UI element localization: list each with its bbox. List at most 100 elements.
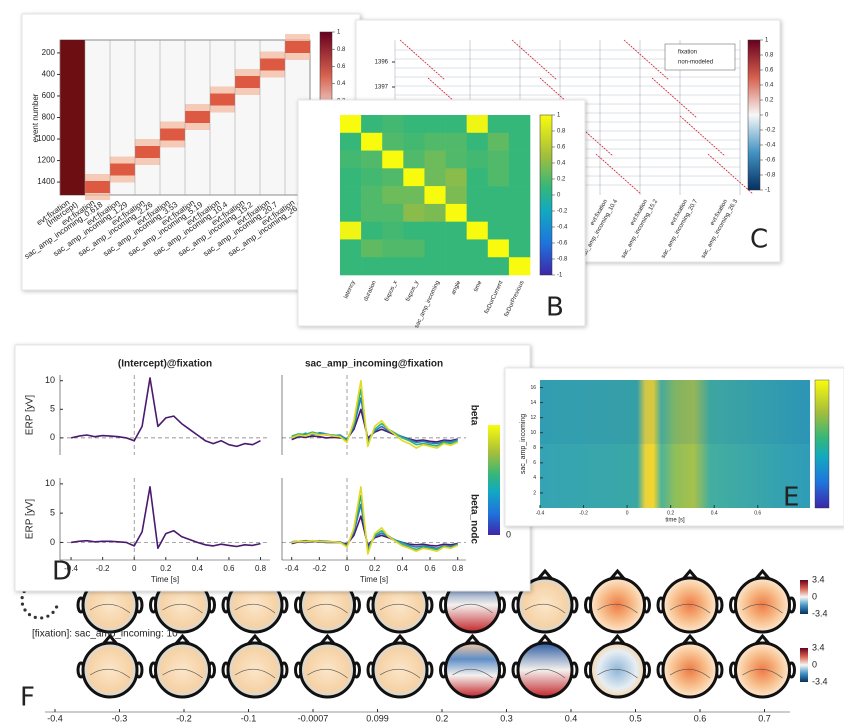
icon-dot (20, 602, 25, 606)
topoplot (226, 641, 284, 699)
colorbar-tick-label: -0.2 (765, 128, 776, 134)
panel-letter: C (750, 225, 768, 255)
matrix-cell (382, 115, 404, 134)
colorbar-tick-label: 0.6 (765, 68, 774, 74)
x-tick-label: 0 (132, 564, 137, 573)
panel-letter: F (20, 683, 35, 713)
topoplot (589, 576, 646, 634)
matrix-cell (361, 257, 383, 276)
matrix-cell (508, 239, 531, 258)
colorbar-tick-label: -3.4 (812, 676, 828, 686)
design-diagonal (539, 77, 586, 119)
topoplot (154, 641, 211, 699)
contour (234, 603, 276, 614)
design-diagonal (511, 39, 558, 81)
design-diagonal (399, 39, 446, 81)
matrix-cell (340, 203, 362, 222)
matrix-cell (361, 115, 383, 134)
colorbar-tick-label: 0.2 (557, 177, 566, 183)
legend-label: non-modeled (678, 60, 713, 66)
matrix-cell (508, 132, 531, 151)
time-tick-label: -0.0007 (298, 713, 329, 723)
icon-dot (40, 616, 44, 620)
time-tick-label: -0.4 (47, 713, 63, 723)
panel-letter: D (52, 557, 72, 587)
matrix-cell (487, 239, 510, 258)
y-tick-label: 10 (45, 375, 55, 385)
contour (452, 668, 493, 679)
matrix-cell (508, 203, 531, 222)
contour (89, 603, 131, 614)
matrix-cell (382, 186, 404, 205)
icon-dot (27, 613, 32, 617)
time-tick-label: 0.099 (366, 713, 389, 723)
colorbar-tick-label: 0 (557, 193, 561, 199)
matrix-cell (361, 203, 383, 222)
x-axis-label: Time [s] (151, 575, 179, 584)
x-tick-label: 0.2 (160, 564, 172, 573)
matrix-cell (466, 221, 489, 240)
time-tick-label: -0.2 (176, 713, 192, 723)
colorbar-tick-label: 0.4 (765, 83, 774, 89)
x-tick-label: 0.6 (424, 564, 436, 573)
colorbar-tick-label: 0.8 (557, 129, 566, 135)
contour (597, 603, 638, 614)
y-tick-label: 1397 (375, 85, 389, 91)
matrix-cell (445, 221, 467, 240)
design-diagonal (427, 77, 474, 119)
colorbar (539, 114, 553, 276)
colorbar-tick-label: -0.8 (765, 173, 776, 179)
y-tick-label: 16 (530, 385, 536, 391)
matrix-cell (403, 221, 425, 240)
time-tick-label: 0.3 (500, 713, 513, 723)
icon-dot (20, 596, 24, 600)
time-tick-label: -0.3 (112, 713, 128, 723)
topoplot (444, 641, 501, 699)
subplot-title: (Intercept)@fixation (118, 359, 212, 370)
icon-dot (51, 610, 55, 614)
colorbar (488, 425, 500, 535)
colorbar-tick-label: -0.8 (557, 257, 568, 263)
colorbar-tick-label: -1 (557, 273, 563, 279)
y-tick-label: 14 (530, 400, 536, 406)
matrix-cell (403, 115, 425, 134)
matrix-cell (340, 132, 362, 151)
colorbar-tick-label: 0 (812, 659, 817, 669)
x-tick-label: 0.4 (397, 564, 409, 573)
y-tick-label: 12 (530, 415, 536, 421)
y-tick-label: 400 (42, 70, 56, 79)
matrix-cell (487, 115, 510, 134)
matrix-cell (508, 150, 531, 169)
topoplot (516, 641, 574, 699)
y-tick-label: 1200 (37, 156, 55, 165)
panel-letter: B (546, 293, 564, 323)
erp-line (70, 377, 261, 448)
contour (742, 668, 783, 679)
x-tick-label: 0.4 (192, 564, 204, 573)
matrix-cell (361, 168, 383, 187)
heatmap-band (260, 58, 285, 71)
panel-d (14, 344, 531, 592)
matrix-cell (361, 150, 383, 169)
y-tick-label: 600 (42, 91, 56, 100)
time-tick-label: 0.5 (629, 713, 642, 723)
matrix-cell (445, 115, 467, 134)
contour (234, 668, 276, 679)
y-axis-label: sac_amp_incoming (520, 414, 527, 474)
panel-letter: E (783, 483, 799, 513)
colorbar-tick-label: -1 (765, 188, 771, 194)
topoplot (516, 576, 574, 634)
matrix-cell (340, 186, 362, 205)
matrix-cell (382, 168, 404, 187)
x-tick-label: 0 (626, 510, 629, 516)
x-tick-label: -0.2 (312, 564, 326, 573)
matrix-cell (403, 257, 425, 276)
colorbar-tick-label: 0.6 (337, 64, 346, 70)
y-axis-label: event number (31, 93, 40, 142)
contour (89, 668, 131, 679)
y-axis-label: ERP [yV] (25, 499, 36, 540)
matrix-cell (382, 239, 404, 258)
y-tick-label: 10 (530, 430, 536, 436)
matrix-cell (466, 203, 489, 222)
contour (162, 603, 203, 614)
